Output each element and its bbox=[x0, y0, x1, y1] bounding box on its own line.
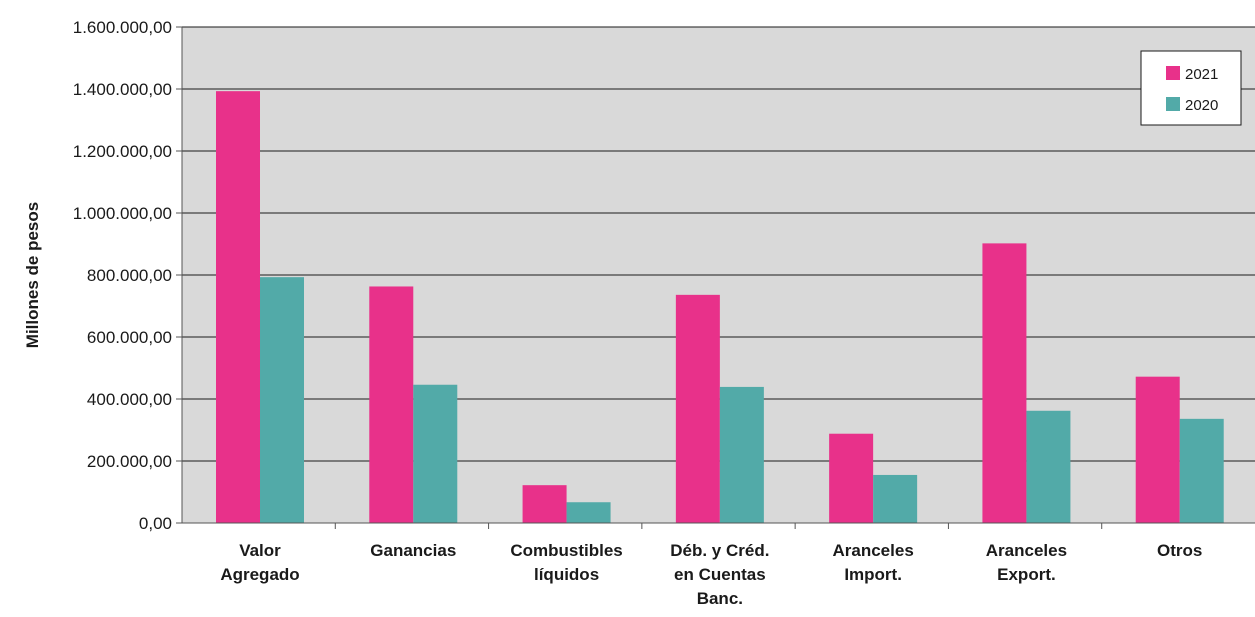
bar-2020-1 bbox=[413, 384, 458, 523]
legend: 2021 2020 bbox=[1140, 50, 1242, 126]
bar-2020-0 bbox=[260, 277, 304, 523]
legend-swatch-2021 bbox=[1166, 66, 1180, 80]
x-category-label: Combustibles bbox=[510, 541, 622, 560]
bar-2020-6 bbox=[1179, 418, 1224, 523]
x-category-label: Ganancias bbox=[370, 541, 456, 560]
bar-2020-3 bbox=[719, 386, 764, 523]
y-tick-labels: 0,00 200.000,00 400.000,00 600.000,00 800.00… bbox=[73, 18, 172, 533]
y-tick-label: 1.400.000,00 bbox=[73, 80, 172, 99]
bar-2021-5 bbox=[982, 243, 1027, 523]
y-tick-label: 800.000,00 bbox=[87, 266, 172, 285]
bar-2021-0 bbox=[216, 91, 260, 524]
bar-2021-2 bbox=[522, 485, 567, 523]
legend-label-2020: 2020 bbox=[1185, 97, 1218, 114]
x-category-label: Aranceles bbox=[833, 541, 914, 560]
legend-label-2021: 2021 bbox=[1185, 66, 1218, 83]
y-tick-label: 1.600.000,00 bbox=[73, 18, 172, 37]
bar-2020-2 bbox=[566, 502, 611, 523]
x-category-label: Import. bbox=[844, 565, 902, 584]
x-category-label: Otros bbox=[1157, 541, 1202, 560]
y-tick-label: 200.000,00 bbox=[87, 452, 172, 471]
x-category-label: Agregado bbox=[220, 565, 299, 584]
x-category-label: Aranceles bbox=[986, 541, 1067, 560]
axes bbox=[176, 26, 1255, 529]
x-category-label: líquidos bbox=[534, 565, 599, 584]
x-category-label: Valor bbox=[239, 541, 281, 560]
y-tick-label: 1.000.000,00 bbox=[73, 204, 172, 223]
y-tick-label: 0,00 bbox=[139, 514, 172, 533]
y-tick-label: 600.000,00 bbox=[87, 328, 172, 347]
x-category-label: Export. bbox=[997, 565, 1056, 584]
y-axis-title: Millones de pesos bbox=[23, 202, 42, 348]
x-category-label: en Cuentas bbox=[674, 565, 766, 584]
x-category-label: Banc. bbox=[697, 589, 743, 608]
legend-swatch-2020 bbox=[1166, 97, 1180, 111]
bars bbox=[216, 91, 1224, 524]
x-category-label: Déb. y Créd. bbox=[670, 541, 769, 560]
bar-2020-4 bbox=[873, 474, 918, 523]
x-category-labels: Valor Agregado Ganancias Combustibles líquid… bbox=[220, 541, 1202, 608]
bar-2020-5 bbox=[1026, 410, 1071, 523]
bar-2021-4 bbox=[829, 433, 874, 523]
bar-2021-3 bbox=[675, 294, 720, 523]
y-tick-label: 400.000,00 bbox=[87, 390, 172, 409]
bar-2021-1 bbox=[369, 286, 414, 523]
legend-box bbox=[1140, 50, 1242, 126]
bar-2021-6 bbox=[1135, 376, 1180, 523]
y-tick-label: 1.200.000,00 bbox=[73, 142, 172, 161]
